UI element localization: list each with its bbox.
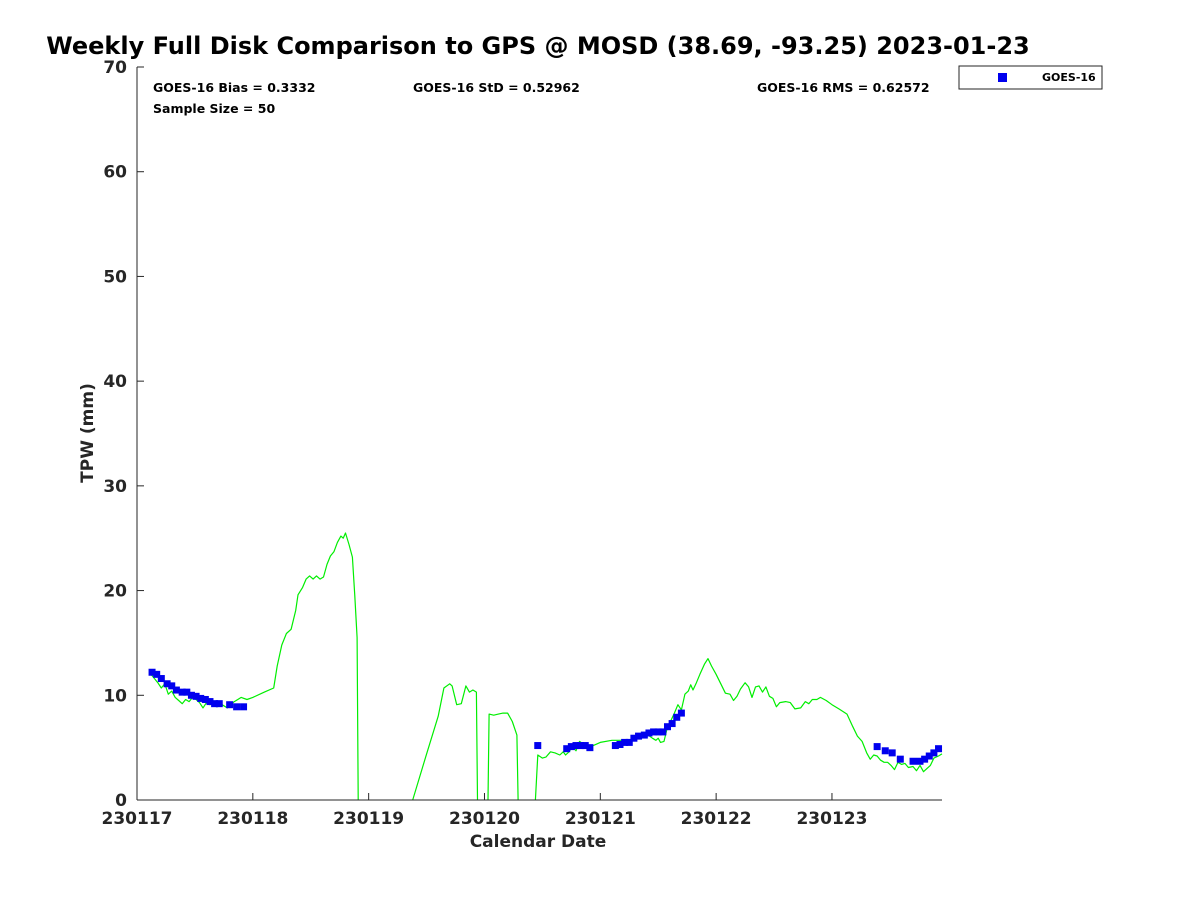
goes16-point bbox=[153, 670, 161, 678]
gps-tpw-line-segment bbox=[534, 657, 943, 801]
goes16-point bbox=[240, 703, 248, 711]
goes16-point bbox=[581, 742, 589, 750]
goes16-point bbox=[645, 729, 653, 737]
legend-marker-goes16 bbox=[998, 73, 1007, 82]
goes16-point bbox=[630, 734, 638, 742]
goes16-point bbox=[563, 745, 571, 753]
goes16-point bbox=[183, 688, 191, 696]
x-tick-label: 230121 bbox=[565, 809, 636, 829]
goes16-point bbox=[586, 744, 594, 752]
goes16-point bbox=[881, 747, 889, 755]
stat-std: GOES-16 StD = 0.52962 bbox=[413, 80, 580, 95]
goes16-point bbox=[233, 703, 241, 711]
goes16-point bbox=[226, 701, 234, 709]
x-axis-label: Calendar Date bbox=[470, 832, 607, 852]
ticks-layer: 0 10 20 30 40 50 60 70 230117 230118 230119 230120 2… bbox=[102, 58, 868, 829]
gps-tpw-line-segment bbox=[487, 712, 519, 801]
goes16-point bbox=[888, 749, 896, 757]
stat-bias: GOES-16 Bias = 0.3332 bbox=[153, 80, 315, 95]
x-tick-label: 230123 bbox=[796, 809, 867, 829]
y-tick-label: 20 bbox=[103, 582, 127, 602]
x-tick-label: 230118 bbox=[217, 809, 288, 829]
goes16-point bbox=[873, 743, 881, 751]
goes16-point bbox=[625, 738, 633, 746]
goes16-point bbox=[663, 723, 671, 731]
goes16-point bbox=[916, 757, 924, 765]
goes16-point bbox=[909, 757, 917, 765]
goes16-point bbox=[616, 741, 624, 749]
goes16-point bbox=[673, 713, 681, 721]
goes16-point bbox=[567, 743, 575, 751]
goes16-point bbox=[192, 692, 200, 700]
goes16-point bbox=[148, 668, 156, 676]
y-tick-label: 0 bbox=[115, 791, 127, 811]
y-tick-label: 70 bbox=[103, 58, 127, 78]
plot-area: 0 10 20 30 40 50 60 70 230117 230118 230119 230120 2… bbox=[102, 58, 943, 829]
goes16-point bbox=[572, 742, 580, 750]
goes16-point bbox=[178, 688, 186, 696]
goes16-point bbox=[921, 755, 929, 763]
gps-tpw-line-segment bbox=[150, 532, 359, 801]
goes16-point bbox=[640, 731, 648, 739]
goes16-point bbox=[677, 709, 685, 717]
x-tick-label: 230119 bbox=[333, 809, 404, 829]
gps-tpw-line-segment bbox=[412, 683, 479, 801]
stat-rms: GOES-16 RMS = 0.62572 bbox=[757, 80, 930, 95]
goes16-point bbox=[163, 680, 171, 688]
goes16-point bbox=[930, 749, 938, 757]
goes16-point bbox=[534, 742, 542, 750]
goes16-point bbox=[668, 720, 676, 728]
y-tick-label: 40 bbox=[103, 372, 127, 392]
goes16-point bbox=[187, 691, 195, 699]
goes16-point bbox=[621, 738, 629, 746]
goes16-point bbox=[650, 728, 658, 736]
goes16-point bbox=[215, 700, 223, 708]
plot-background bbox=[137, 67, 942, 800]
y-axis-label: TPW (mm) bbox=[78, 383, 98, 483]
stat-sample-size: Sample Size = 50 bbox=[153, 101, 275, 116]
goes16-point bbox=[896, 755, 904, 763]
goes16-point bbox=[197, 694, 205, 702]
goes16-point bbox=[935, 745, 943, 753]
series-layer bbox=[148, 532, 943, 801]
goes16-point bbox=[577, 742, 585, 750]
y-tick-label: 50 bbox=[103, 267, 127, 287]
x-tick-label: 230117 bbox=[102, 809, 173, 829]
goes16-point bbox=[925, 752, 933, 760]
y-tick-label: 30 bbox=[103, 477, 127, 497]
legend-label-goes16: GOES-16 bbox=[1042, 71, 1096, 84]
goes16-point bbox=[659, 728, 667, 736]
chart-title: Weekly Full Disk Comparison to GPS @ MOS… bbox=[46, 32, 1029, 60]
goes16-point bbox=[172, 686, 180, 694]
goes16-point bbox=[611, 742, 619, 750]
goes16-point bbox=[157, 675, 165, 683]
goes16-point bbox=[635, 732, 643, 740]
x-tick-label: 230120 bbox=[449, 809, 520, 829]
legend-box bbox=[958, 65, 1103, 90]
legend: GOES-16 bbox=[958, 65, 1103, 90]
goes16-point bbox=[654, 728, 662, 736]
y-tick-label: 60 bbox=[103, 163, 127, 183]
goes16-point bbox=[201, 695, 209, 703]
y-tick-label: 10 bbox=[103, 686, 127, 706]
x-tick-label: 230122 bbox=[681, 809, 752, 829]
goes16-point bbox=[206, 698, 214, 706]
goes16-point bbox=[168, 682, 176, 690]
goes16-point bbox=[211, 700, 219, 708]
